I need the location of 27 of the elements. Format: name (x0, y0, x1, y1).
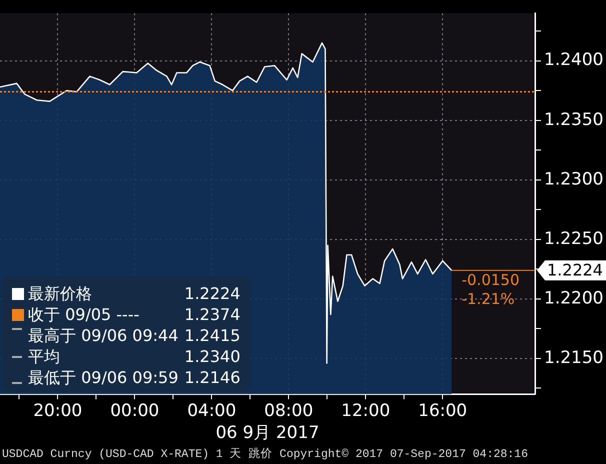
annotation: 最低于 09/06 09:59 (27, 367, 180, 388)
y-tick-label: 1.2350 (544, 110, 604, 130)
annotation: 1.2224 (547, 260, 603, 280)
annotation: 平均 (27, 346, 61, 368)
annotation: -0.0150 (462, 271, 520, 290)
text: USDCAD Curncy (USD-CAD X-RATE) 1 天 跳价 Copyright© 2017 07-Sep-2017 04:28:16 (2, 446, 528, 461)
annotation: 1.2374 (183, 304, 242, 326)
annotation: 1.2146 (183, 367, 242, 388)
y-tick-label: 1.2150 (544, 348, 604, 368)
x-tick-label: 12:00 (341, 400, 390, 421)
y-tick-label: 1.2200 (544, 288, 604, 308)
annotation: -1.21% (462, 290, 515, 308)
annotation: 1.2224 (183, 283, 242, 304)
x-tick-label: 00:00 (110, 400, 160, 421)
annotation: 1.2340 (183, 346, 242, 368)
y-tick-label: 1.2400 (544, 50, 604, 70)
legend-label: 最新价格 (27, 283, 93, 304)
legend-label: 收于 09/05 ---- (27, 304, 140, 326)
y-tick-label: 1.2250 (544, 228, 604, 249)
x-tick-label: 16:00 (418, 400, 468, 421)
x-axis-title: 06 9月 2017 (216, 423, 320, 444)
y-tick-label: 1.2300 (544, 169, 604, 190)
annotation: 1.2415 (183, 325, 242, 346)
x-tick-label: 08:00 (264, 400, 314, 421)
annotation: 最高于 09/06 09:44 (27, 325, 180, 346)
x-tick-label: 20:00 (33, 400, 82, 421)
x-tick-label: 04:00 (187, 400, 236, 421)
